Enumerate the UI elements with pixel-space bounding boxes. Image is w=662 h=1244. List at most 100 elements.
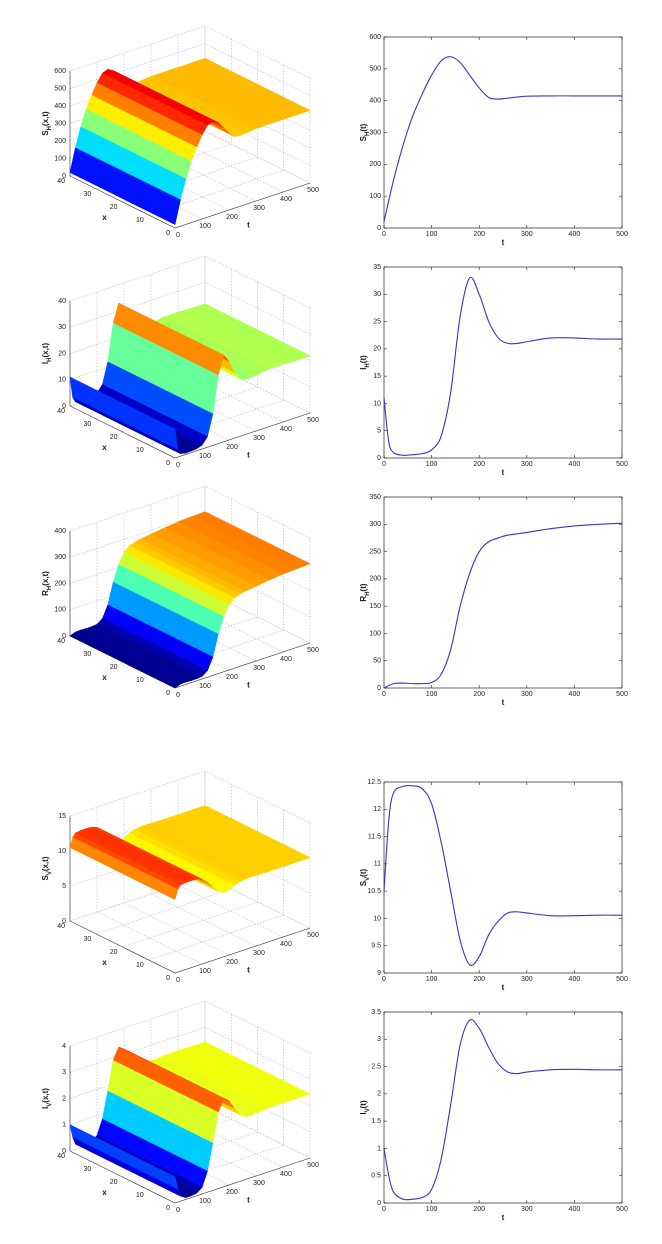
y-tick-label: 3.5 [371, 1009, 381, 1016]
axis-label-part: (t) [359, 123, 368, 131]
t-tick-label: 100 [199, 453, 211, 460]
x-tick-label: 300 [521, 691, 533, 698]
plot-area [383, 781, 623, 974]
x-tick-label: 200 [473, 231, 485, 238]
t-tick-label: 300 [253, 665, 265, 672]
axis-line [69, 816, 311, 974]
x-tick-label: 100 [426, 461, 438, 468]
z-tick-label: 0 [62, 918, 66, 925]
x-axis-label: x [102, 443, 107, 452]
x-tick-label: 400 [569, 976, 581, 983]
y-tick-label: 12 [373, 806, 381, 813]
line [383, 1019, 623, 1201]
x-tick-label: 10 [136, 1192, 144, 1199]
axis-label-part: (x,t) [41, 343, 50, 358]
plot-area [383, 266, 623, 459]
x-tick-label: 300 [521, 231, 533, 238]
y-tick-label: 200 [369, 161, 381, 168]
z-tick-label: 3 [62, 1069, 66, 1076]
axis-label-part: S [41, 130, 50, 136]
t-tick-label: 300 [253, 950, 265, 957]
axis-label: SV(t) [359, 868, 370, 886]
x-tick-label: 0 [382, 231, 386, 238]
z-tick-label: 1 [62, 1122, 66, 1129]
y-tick-label: 300 [369, 129, 381, 136]
surface-patch [69, 837, 179, 900]
axis-label-part: S [359, 135, 368, 141]
t-tick-label: 400 [280, 656, 292, 663]
x-tick-label: 0 [382, 1206, 386, 1213]
axis-label-part: V [47, 871, 53, 875]
y-tick-label: 0.5 [371, 1173, 381, 1180]
t-tick-label: 0 [176, 1207, 180, 1214]
y-tick-label: 10 [373, 915, 381, 922]
x-axis-label: t [502, 1213, 505, 1222]
z-tick-label: 200 [54, 138, 66, 145]
y-tick-label: 250 [369, 548, 381, 555]
z-tick-label: 10 [58, 377, 66, 384]
axis-label-part: I [359, 368, 368, 370]
line [383, 522, 623, 689]
t-tick-label: 200 [226, 214, 238, 221]
x-tick-label: 500 [616, 1206, 628, 1213]
x-tick-label: 10 [136, 217, 144, 224]
x-tick-label: 20 [110, 434, 118, 441]
y-tick-label: 150 [369, 603, 381, 610]
x-tick-label: 100 [426, 976, 438, 983]
y-tick-label: 200 [369, 576, 381, 583]
y-tick-label: 11 [374, 861, 381, 868]
y-tick-label: 35 [373, 264, 381, 271]
z-tick-label: 30 [58, 324, 66, 331]
y-tick-label: 2 [377, 1091, 381, 1098]
t-tick-label: 300 [253, 205, 265, 212]
z-tick-label: 15 [58, 813, 66, 820]
x-tick-label: 30 [83, 651, 91, 658]
t-tick-label: 500 [307, 1162, 319, 1169]
x-axis-label: t [502, 983, 505, 992]
z-tick-label: 10 [58, 848, 66, 855]
z-tick-label: 0 [62, 1148, 66, 1155]
x-tick-label: 200 [473, 1206, 485, 1213]
x-tick-label: 0 [166, 690, 170, 697]
z-tick-label: 100 [54, 155, 66, 162]
y-tick-label: 300 [369, 521, 381, 528]
x-tick-label: 0 [166, 1205, 170, 1212]
axis-label-part: (x,t) [41, 1088, 50, 1103]
y-tick-label: 12.5 [367, 779, 381, 786]
grid-line [69, 255, 311, 309]
x-tick-label: 400 [569, 1206, 581, 1213]
y-tick-label: 20 [373, 346, 381, 353]
grid-line [148, 525, 284, 676]
axis-line [69, 1046, 311, 1204]
axis-label-part: R [41, 590, 50, 596]
y-tick-label: 15 [373, 373, 381, 380]
y-tick-label: 25 [373, 318, 381, 325]
x-tick-label: 400 [569, 231, 581, 238]
axis-label-part: H [47, 586, 53, 590]
z-tick-label: 0 [62, 173, 66, 180]
surface-patch [69, 631, 181, 689]
x-axis-label: x [102, 673, 107, 682]
z-tick-label: 400 [54, 528, 66, 535]
x-axis-label: t [502, 698, 505, 707]
axis-label-part: I [359, 1112, 368, 1114]
x-tick-label: 300 [521, 976, 533, 983]
axis-label-part: V [365, 877, 371, 881]
grid-line [69, 1000, 311, 1054]
t-axis-label: t [247, 221, 250, 230]
t-tick-label: 500 [307, 187, 319, 194]
z-tick-label: 500 [54, 85, 66, 92]
axis-label-part: H [365, 132, 371, 136]
axis-line [69, 301, 311, 459]
x-tick-label: 20 [110, 664, 118, 671]
z-tick-label: 400 [54, 103, 66, 110]
x-tick-label: 400 [569, 691, 581, 698]
t-tick-label: 400 [280, 196, 292, 203]
x-tick-label: 40 [57, 1153, 65, 1160]
line [383, 784, 623, 967]
t-axis-label: t [247, 966, 250, 975]
x-tick-label: 100 [426, 231, 438, 238]
y-tick-label: 10.5 [367, 888, 381, 895]
axis-label-part: (x,t) [41, 571, 50, 586]
